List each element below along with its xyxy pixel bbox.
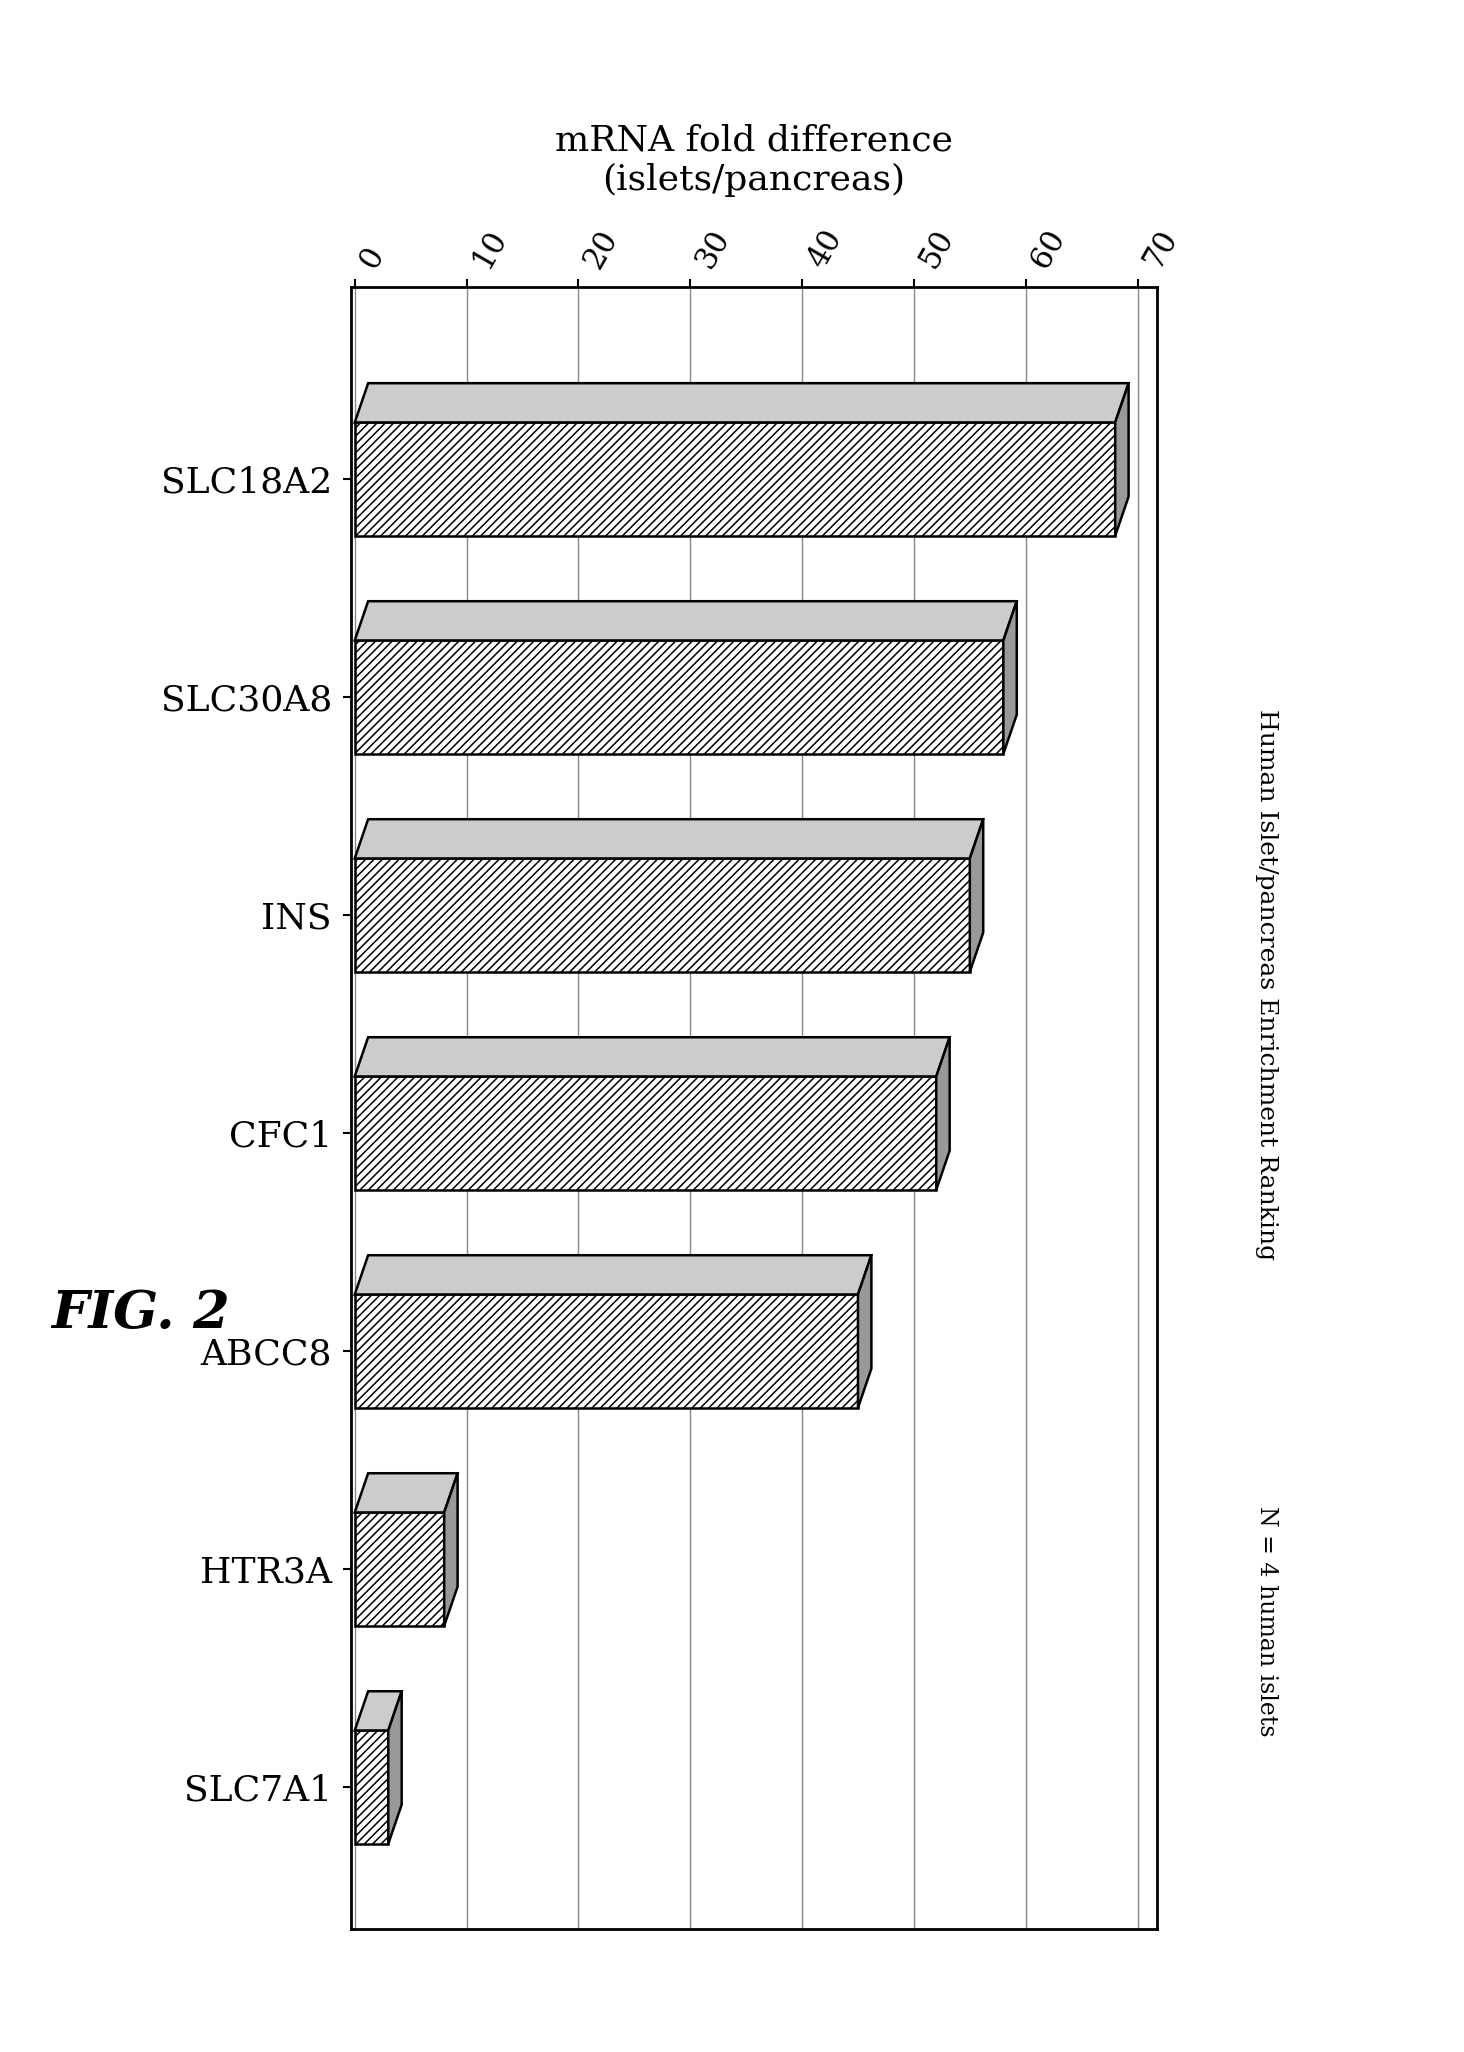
Polygon shape	[354, 1473, 458, 1512]
Polygon shape	[354, 1691, 401, 1730]
Title: mRNA fold difference
(islets/pancreas): mRNA fold difference (islets/pancreas)	[555, 123, 953, 197]
Text: Human Islet/pancreas Enrichment Ranking: Human Islet/pancreas Enrichment Ranking	[1255, 710, 1278, 1260]
Polygon shape	[388, 1691, 401, 1845]
Polygon shape	[354, 601, 1017, 640]
Polygon shape	[354, 1256, 871, 1295]
Text: N = 4 human islets: N = 4 human islets	[1255, 1506, 1278, 1736]
Bar	[354, 1730, 388, 1845]
Polygon shape	[858, 1256, 871, 1408]
Polygon shape	[937, 1036, 950, 1190]
Bar	[354, 858, 969, 973]
Bar	[354, 1077, 937, 1190]
Polygon shape	[444, 1473, 458, 1625]
Text: FIG. 2: FIG. 2	[51, 1289, 230, 1338]
Bar	[354, 423, 1116, 536]
Polygon shape	[969, 819, 984, 973]
Bar	[354, 1295, 858, 1408]
Polygon shape	[1116, 384, 1129, 536]
Bar	[354, 640, 1003, 753]
Polygon shape	[1003, 601, 1017, 753]
Polygon shape	[354, 819, 984, 858]
Polygon shape	[354, 384, 1129, 423]
Bar	[354, 1512, 444, 1625]
Polygon shape	[354, 1036, 950, 1077]
